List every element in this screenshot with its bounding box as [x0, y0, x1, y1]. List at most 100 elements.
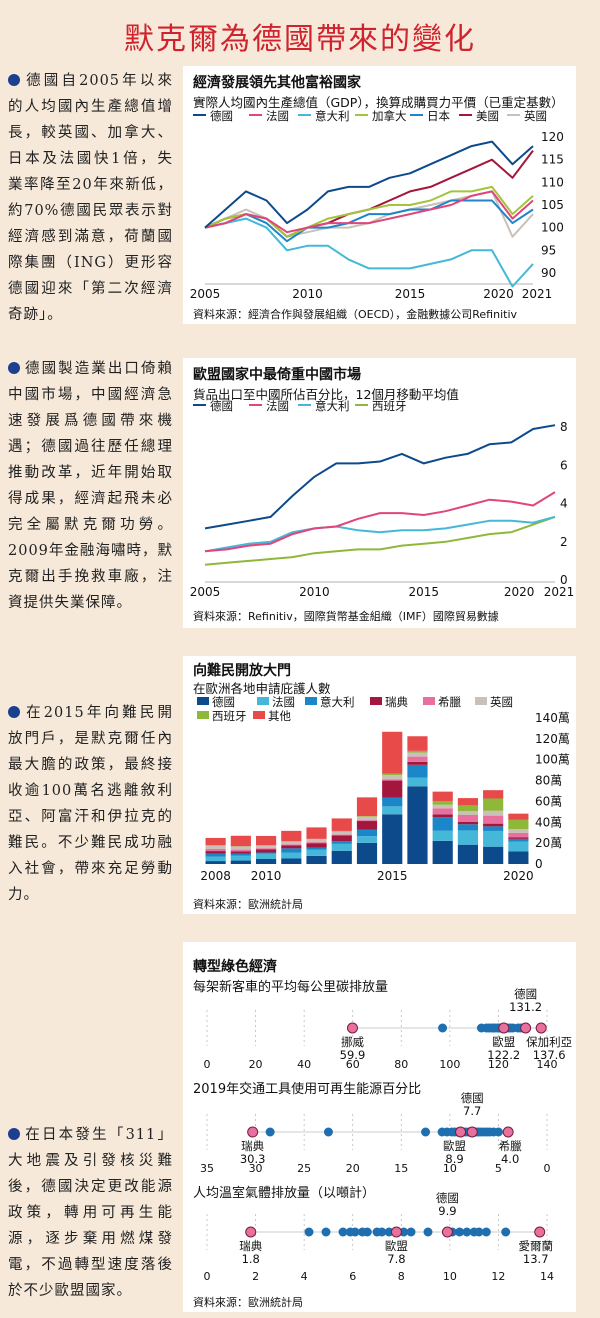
legend-swatch [197, 711, 209, 719]
highlight-dot [520, 1022, 532, 1034]
legend-item: 意大利 [298, 108, 350, 124]
country-dot [406, 1227, 416, 1237]
x-tick-label: 2008 [200, 869, 231, 883]
bar-segment-usa [356, 821, 378, 830]
legend-item: 瑞典 [370, 694, 408, 710]
bar-segment-uk [382, 775, 403, 780]
bar-segment-greece [230, 849, 251, 852]
bar-segment-italy [457, 830, 479, 845]
bar-segment-germany [230, 860, 251, 864]
bar-segment-spain [457, 805, 479, 812]
bar-segment-other [508, 813, 529, 820]
legend-item: 英國 [475, 694, 513, 710]
country-dot [474, 1227, 484, 1237]
bar-segment-italy [205, 856, 226, 862]
bar-segment-greece [306, 842, 327, 844]
y-tick-label: 95 [541, 243, 556, 257]
x-tick-label: 8 [398, 1270, 405, 1283]
legend-item: 德國 [193, 108, 233, 124]
bar-segment-other [432, 791, 453, 802]
country-dot [377, 1227, 387, 1237]
series-line-italy [204, 217, 534, 288]
bar-segment-germany [483, 846, 504, 864]
legend-swatch [475, 697, 487, 705]
chart-title: 轉型綠色經濟 [193, 959, 277, 975]
y-tick-label: 2 [560, 535, 568, 549]
bullet-dot-icon [8, 1128, 20, 1140]
country-dot [350, 1227, 360, 1237]
bar-segment-uk [331, 831, 352, 835]
x-tick-label: 10 [443, 1270, 457, 1283]
bar-segment-japan [407, 764, 428, 778]
bar-segment-japan [255, 852, 277, 854]
x-tick-label: 2005 [190, 585, 221, 599]
legend-item: 日本 [410, 108, 450, 124]
chart-subtitle: 在歐洲各地申請庇護人數 [193, 681, 331, 696]
bar-segment-italy [407, 777, 428, 787]
y-tick-label: 90 [541, 266, 556, 280]
legend-swatch [355, 404, 368, 406]
highlight-label: 希臘 [499, 1139, 522, 1153]
bullet-text: 在2015年向難民開放門戶，是默克爾任內最大膽的政策，最終接收逾100萬名逃離敘… [8, 705, 173, 903]
highlight-value: 131.2 [509, 1000, 542, 1014]
x-tick-label: 2015 [408, 585, 439, 599]
bar-segment-usa [508, 837, 529, 839]
legend-item: 意大利 [298, 398, 350, 414]
bullet-economy: 德國自2005年以來的人均國內生產總值增長，較英國、加拿大、日本及法國快1倍，失… [8, 68, 173, 328]
x-tick-label: 40 [297, 1058, 311, 1071]
bar-segment-spain [382, 773, 403, 776]
legend-item: 英國 [507, 108, 547, 124]
exports-line-chart: 0 2 4 6 8 2005 2010 2015 2020 2021 [190, 420, 575, 599]
y-tick-label: 115 [541, 153, 564, 167]
y-tick-label: 40萬 [535, 815, 562, 829]
bar-segment-usa [331, 835, 352, 842]
legend-item: 西班牙 [355, 398, 407, 414]
bar-segment-usa [382, 780, 403, 798]
legend-label: 日本 [427, 109, 450, 123]
x-tick-label: 60 [346, 1058, 360, 1071]
highlight-value: 9.9 [438, 1204, 456, 1218]
legend-label: 美國 [476, 109, 499, 123]
chart-title: 歐盟國家中最倚重中國市場 [193, 367, 361, 383]
x-tick-label: 12 [491, 1270, 505, 1283]
chart-title: 向難民開放大門 [193, 663, 291, 679]
chart-subtitle: 實際人均國內生產總值（GDP），換算成購買力平價（已重定基數） [193, 95, 564, 110]
legend-label: 加拿大 [372, 109, 407, 123]
x-tick-label: 35 [200, 1162, 214, 1175]
bar-segment-germany [432, 840, 453, 864]
legend-swatch [370, 697, 382, 705]
chart-source: 資料來源：歐洲統計局 [193, 1296, 303, 1309]
bar-segment-japan [483, 826, 504, 831]
bar-segment-japan [432, 817, 453, 831]
bar-segment-japan [331, 841, 352, 844]
bar-segment-italy [331, 843, 352, 851]
series-line-spain [204, 515, 556, 566]
bar-segment-japan [281, 848, 302, 853]
bar-segment-japan [205, 853, 226, 857]
bar-segment-germany [331, 850, 352, 864]
country-dot [338, 1227, 348, 1237]
bar-segment-japan [457, 824, 479, 831]
x-tick-label: 2020 [503, 869, 534, 883]
bullet-dot-icon [8, 362, 20, 374]
y-tick-label: 120萬 [535, 732, 570, 746]
x-tick-label: 20 [249, 1058, 263, 1071]
legend-swatch [410, 114, 423, 116]
bar-segment-usa [281, 845, 302, 849]
highlight-value: 137.6 [533, 1048, 566, 1062]
series-line-italy [204, 515, 556, 553]
page-title: 默克爾為德國帶來的變化 [124, 22, 476, 57]
bar-segment-italy [432, 830, 453, 841]
bar-segment-usa [483, 823, 504, 827]
bar-segment-other [457, 798, 479, 806]
bar-segment-other [255, 835, 277, 846]
bar-segment-usa [432, 814, 453, 818]
bar-segment-germany [457, 844, 479, 864]
highlight-value: 4.0 [501, 1152, 519, 1166]
chart-subtitle: 2019年交通工具使用可再生能源百分比 [193, 1082, 422, 1097]
legend-label: 德國 [210, 399, 233, 413]
legend-label: 法國 [272, 695, 295, 709]
gdp-chart-panel: 經濟發展領先其他富裕國家 實際人均國內生產總值（GDP），換算成購買力平價（已重… [183, 66, 576, 324]
bar-segment-japan [382, 797, 403, 807]
x-tick-label: 25 [297, 1162, 311, 1175]
